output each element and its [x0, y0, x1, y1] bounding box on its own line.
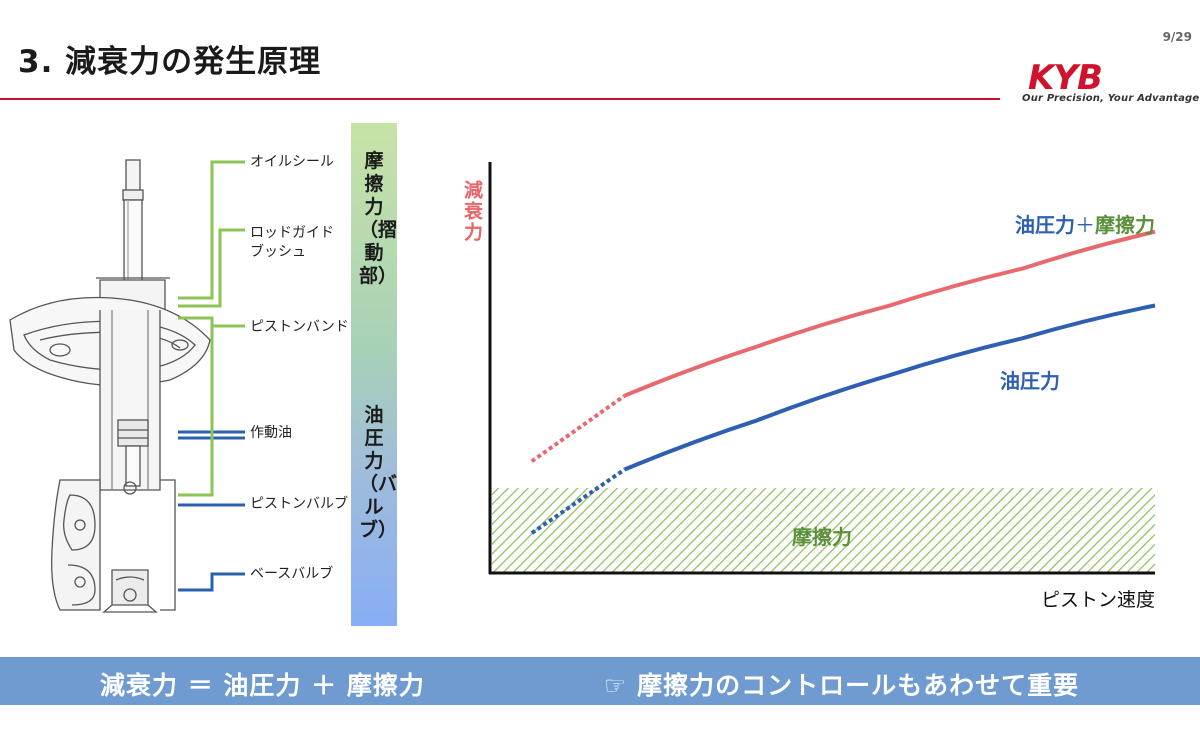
label-oil-seal: オイルシール — [250, 154, 334, 170]
label-rod-guide: ロッドガイド ブッシュ — [250, 224, 334, 262]
series-1-solid-segment — [623, 303, 1156, 472]
importance-note: ☞ 摩擦力のコントロールもあわせて重要 — [604, 671, 1080, 700]
series-label-combined: 油圧力＋摩擦力 — [1015, 213, 1155, 237]
series-label-combined-part1: 油圧力 — [1015, 213, 1075, 237]
damping-force-chart: 減衰力 ピストン速度 摩擦力 油圧力＋摩擦力 油圧力 — [461, 162, 1156, 611]
x-axis-label: ピストン速度 — [1041, 589, 1155, 611]
damping-formula: 減衰力 ＝ 油圧力 ＋ 摩擦力 — [100, 671, 425, 700]
band-label: 摩擦力 — [792, 525, 852, 549]
series-label-combined-part3: 摩擦力 — [1095, 213, 1155, 237]
friction-section-label: 摩擦力（摺動部） — [359, 150, 398, 287]
force-source-bar — [351, 123, 397, 626]
series-0-solid-segment — [623, 229, 1156, 398]
kyb-logo: KYB — [1028, 58, 1103, 98]
series-label-combined-part2: ＋ — [1075, 213, 1095, 237]
hydraulic-section-label: 油圧力（バルブ） — [359, 404, 398, 541]
header-rule — [0, 98, 1000, 100]
series-0-dashed-segment — [530, 394, 626, 463]
kyb-logo-text: KYB — [1028, 58, 1102, 98]
page-number: 9/29 — [1162, 30, 1192, 44]
label-piston-valve: ピストンバルブ — [250, 496, 348, 512]
label-base-valve: ベースバルブ — [250, 566, 334, 582]
page-title: 3. 減衰力の発生原理 — [18, 44, 322, 80]
label-rod-guide-line1: ロッドガイド — [250, 225, 334, 241]
series-1-dashed-segment — [530, 467, 626, 535]
label-rod-guide-line2: ブッシュ — [250, 244, 306, 260]
summary-band — [0, 657, 1200, 705]
friction-band-0 — [492, 487, 1155, 572]
series-label-hydraulic: 油圧力 — [1000, 369, 1060, 393]
shock-absorber-diagram — [9, 159, 245, 613]
y-axis-label: 減衰力 — [461, 179, 484, 243]
logo-tagline: Our Precision, Your Advantage — [1022, 93, 1200, 104]
label-piston-band: ピストンバンド — [250, 319, 349, 335]
label-working-oil: 作動油 — [250, 425, 292, 441]
